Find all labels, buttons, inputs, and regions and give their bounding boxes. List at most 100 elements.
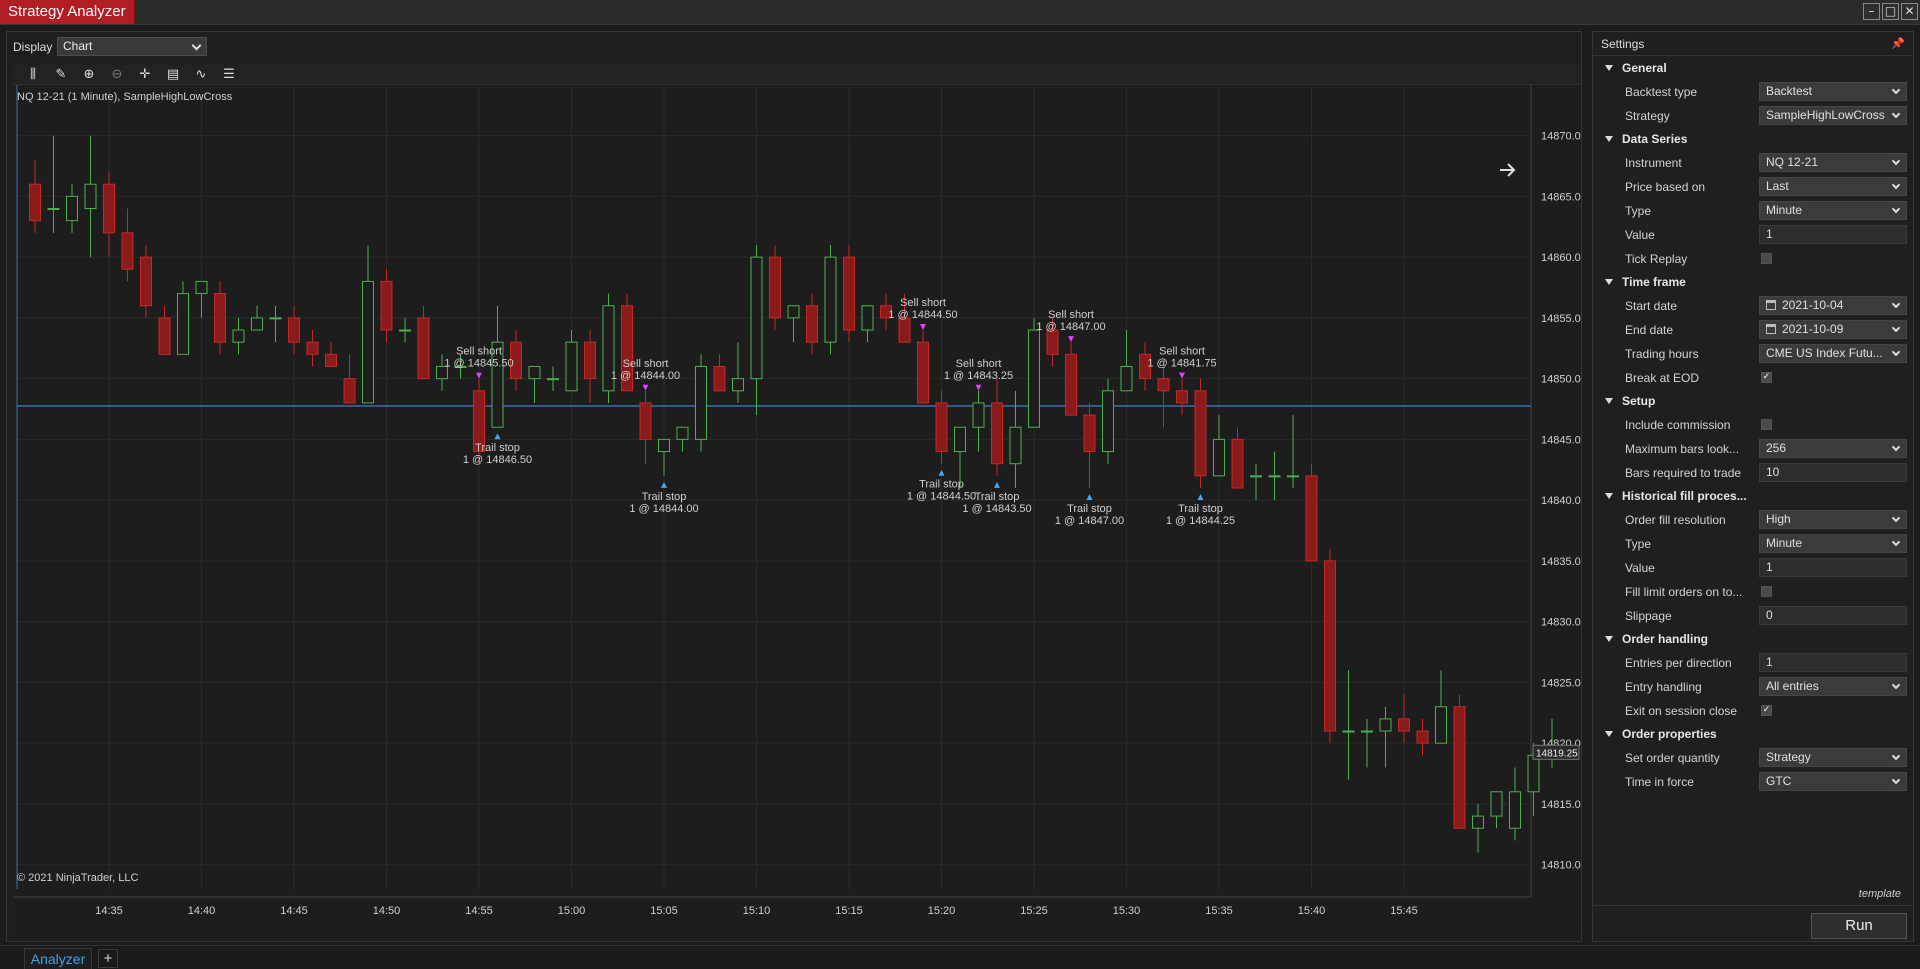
candle-body[interactable] (732, 378, 744, 392)
candle-body[interactable] (1490, 791, 1503, 817)
setting-input[interactable]: 1 (1759, 558, 1907, 577)
candle-body[interactable] (1435, 706, 1447, 744)
candle-body[interactable] (140, 256, 152, 307)
candle-body[interactable] (399, 329, 411, 332)
sell-short-marker-icon[interactable] (1179, 372, 1185, 379)
display-select[interactable]: Chart (57, 37, 207, 56)
section-header[interactable]: Time frame (1593, 271, 1913, 294)
setting-select[interactable]: SampleHighLowCross (1759, 106, 1907, 125)
collapse-triangle-icon[interactable] (1605, 730, 1613, 737)
trail-stop-marker-icon[interactable] (494, 433, 501, 440)
candle-body[interactable] (1324, 560, 1336, 732)
candle-body[interactable] (362, 280, 374, 404)
candle-body[interactable] (676, 426, 689, 440)
candle-body[interactable] (695, 365, 707, 440)
maximize-icon[interactable]: □ (1882, 3, 1899, 20)
candle-body[interactable] (584, 341, 596, 380)
candle-body[interactable] (473, 390, 485, 453)
candle-body[interactable] (1213, 438, 1225, 477)
setting-input[interactable]: 1 (1759, 653, 1907, 672)
candle-body[interactable] (510, 341, 522, 380)
template-link[interactable]: template (1858, 888, 1901, 900)
candle-body[interactable] (29, 183, 41, 222)
pin-icon[interactable]: 📌 (1891, 37, 1905, 50)
candle-body[interactable] (251, 317, 263, 331)
candle-body[interactable] (1472, 815, 1484, 829)
candle-body[interactable] (1527, 754, 1540, 793)
candle-body[interactable] (103, 183, 115, 234)
setting-select[interactable]: All entries (1759, 677, 1907, 696)
sell-short-marker-icon[interactable] (920, 324, 926, 331)
candle-body[interactable] (621, 305, 633, 392)
trail-stop-marker-icon[interactable] (938, 469, 945, 476)
candle-body[interactable] (1120, 365, 1133, 392)
collapse-triangle-icon[interactable] (1605, 492, 1613, 499)
candle-body[interactable] (750, 256, 763, 380)
section-header[interactable]: General (1593, 57, 1913, 80)
candle-body[interactable] (325, 353, 337, 367)
setting-select[interactable]: Backtest (1759, 82, 1907, 101)
candle-body[interactable] (880, 305, 892, 319)
section-header[interactable]: Setup (1593, 390, 1913, 413)
sell-short-marker-icon[interactable] (642, 384, 649, 391)
bar-type-icon[interactable]: ⫼ (30, 66, 36, 82)
price-chart[interactable]: 14870.00 14865.00 14860.00 14855.00 14850.00… (13, 85, 1581, 935)
section-header[interactable]: Historical fill proces... (1593, 485, 1913, 508)
candle-body[interactable] (232, 329, 245, 343)
indicators-icon[interactable]: ∿ (195, 66, 207, 82)
candle-body[interactable] (1157, 378, 1170, 392)
candle-body[interactable] (917, 341, 929, 404)
setting-input[interactable]: 10 (1759, 463, 1907, 482)
candle-body[interactable] (380, 280, 393, 331)
candle-body[interactable] (547, 378, 559, 381)
zoom-out-icon[interactable]: ⊖ (111, 66, 123, 82)
setting-select[interactable]: Minute (1759, 201, 1907, 220)
candle-body[interactable] (806, 305, 818, 343)
setting-date-picker[interactable]: 2021-10-04 (1759, 296, 1907, 315)
candle-body[interactable] (861, 305, 874, 331)
collapse-triangle-icon[interactable] (1605, 64, 1613, 71)
setting-input[interactable]: 0 (1759, 606, 1907, 625)
candle-body[interactable] (1416, 730, 1429, 744)
trail-stop-marker-icon[interactable] (994, 481, 1000, 488)
scroll-right-arrow-icon[interactable] (1500, 163, 1516, 177)
candle-body[interactable] (1379, 718, 1392, 732)
candle-body[interactable] (195, 280, 208, 295)
setting-select[interactable]: CME US Index Futu... (1759, 344, 1907, 363)
candle-body[interactable] (121, 232, 134, 270)
candle-body[interactable] (1083, 414, 1096, 453)
setting-select[interactable]: GTC (1759, 772, 1907, 791)
setting-date-picker[interactable]: 2021-10-09 (1759, 320, 1907, 339)
candle-body[interactable] (1268, 475, 1281, 478)
candle-body[interactable] (787, 305, 800, 319)
candle-body[interactable] (1342, 730, 1355, 733)
candle-body[interactable] (954, 426, 966, 453)
candle-body[interactable] (436, 365, 448, 380)
properties-list-icon[interactable]: ☰ (223, 66, 235, 82)
candle-body[interactable] (454, 365, 467, 368)
section-header[interactable]: Order handling (1593, 628, 1913, 651)
candle-body[interactable] (991, 402, 1003, 465)
candle-body[interactable] (1250, 475, 1262, 478)
candle-body[interactable] (1453, 706, 1466, 829)
section-header[interactable]: Data Series (1593, 128, 1913, 151)
setting-select[interactable]: Last (1759, 177, 1907, 196)
candle-body[interactable] (565, 341, 578, 392)
collapse-triangle-icon[interactable] (1605, 278, 1613, 285)
candle-body[interactable] (1231, 438, 1244, 489)
setting-select[interactable]: NQ 12-21 (1759, 153, 1907, 172)
setting-select[interactable]: Strategy (1759, 748, 1907, 767)
candle-body[interactable] (1509, 791, 1521, 829)
candle-body[interactable] (843, 256, 855, 331)
candle-body[interactable] (84, 183, 97, 210)
setting-select[interactable]: High (1759, 510, 1907, 529)
collapse-triangle-icon[interactable] (1605, 397, 1613, 404)
candle-body[interactable] (1046, 329, 1059, 355)
zoom-in-icon[interactable]: ⊕ (83, 66, 95, 82)
candle-body[interactable] (47, 208, 60, 211)
sell-short-marker-icon[interactable] (1068, 336, 1074, 343)
candle-body[interactable] (1398, 718, 1410, 732)
crosshair-icon[interactable]: ✛ (139, 66, 151, 82)
section-header[interactable]: Order properties (1593, 723, 1913, 746)
candle-body[interactable] (214, 293, 226, 343)
